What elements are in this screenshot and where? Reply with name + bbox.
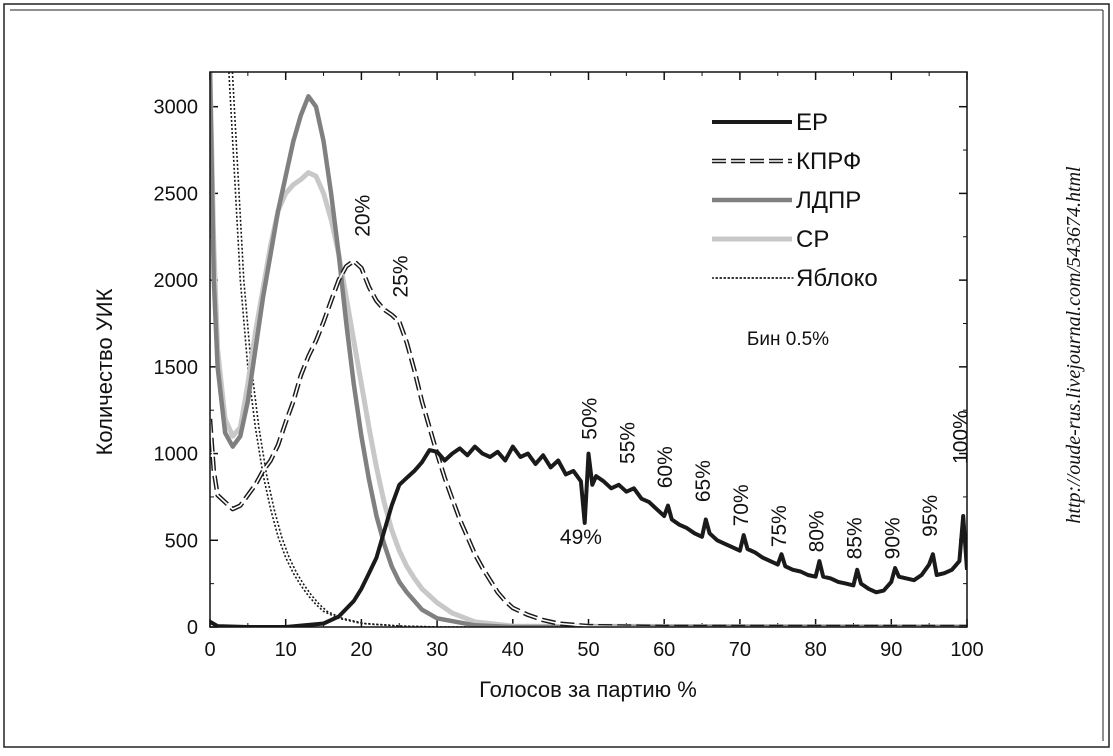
series-group <box>210 72 967 627</box>
x-axis-label: Голосов за партию % <box>479 677 697 702</box>
bin-note: Бин 0.5% <box>747 329 829 350</box>
annotation-label: 70% <box>730 484 753 526</box>
annotation-label: 20% <box>351 195 374 237</box>
annotation-label: 85% <box>843 517 866 559</box>
series-1-line-inner <box>210 260 967 627</box>
legend-label: ЕР <box>796 109 828 136</box>
x-tick-label: 80 <box>804 639 826 661</box>
x-tick-label: 20 <box>350 639 372 661</box>
annotation-label: 80% <box>806 510 829 552</box>
legend-label: ЛДПР <box>796 187 861 214</box>
y-tick-label: 1500 <box>154 357 199 379</box>
annotation-label: 50% <box>579 398 602 440</box>
x-tick-label: 60 <box>653 639 675 661</box>
y-tick-label: 2500 <box>154 183 199 205</box>
legend-label: Яблоко <box>796 265 878 292</box>
x-tick-label: 10 <box>275 639 297 661</box>
y-axis-label: Количество УИК <box>92 288 117 455</box>
series-party-3 <box>210 72 967 627</box>
legend-label: СР <box>796 226 829 253</box>
annotation-label: 65% <box>692 460 715 502</box>
legend-entry: ЕР <box>712 109 828 136</box>
annotation-label: 95% <box>919 495 942 537</box>
x-tick-label: 40 <box>502 639 524 661</box>
series-party-4 <box>228 72 967 627</box>
legend-entry: ЛДПР <box>712 187 861 214</box>
legend-entry: КПРФ <box>712 148 861 175</box>
y-tick-label: 500 <box>165 530 198 552</box>
series-party-1 <box>210 258 967 627</box>
y-tick-label: 3000 <box>154 97 199 119</box>
y-tick-label: 0 <box>187 617 198 639</box>
annotation-label: 75% <box>768 505 791 547</box>
legend-entry: СР <box>712 226 829 253</box>
x-tick-label: 50 <box>577 639 599 661</box>
series-4-line-b <box>231 72 967 627</box>
annotation-label: 90% <box>881 517 904 559</box>
y-tick-label: 1000 <box>154 444 199 466</box>
legend-label: КПРФ <box>796 148 861 175</box>
annotation-label: 100% <box>949 410 972 464</box>
x-tick-label: 90 <box>880 639 902 661</box>
x-tick-label: 30 <box>426 639 448 661</box>
plot-layer: 0 10 20 30 40 50 60 70 80 90 100050010001500200025… <box>154 71 984 661</box>
series-2-line <box>210 72 967 627</box>
y-tick-label: 2000 <box>154 270 199 292</box>
x-tick-label: 70 <box>729 639 751 661</box>
series-0-line <box>210 444 967 627</box>
legend-entry: Яблоко <box>712 265 878 292</box>
annotation-label: 49% <box>560 526 602 549</box>
x-tick-label: 0 <box>204 639 215 661</box>
annotation-label: 60% <box>654 446 677 488</box>
plot-frame <box>209 71 968 628</box>
source-url: http://oude-rus.livejournal.com/543674.h… <box>1063 166 1085 524</box>
annotation-label: 25% <box>389 255 412 297</box>
series-party-2 <box>210 72 967 627</box>
series-3-line <box>210 72 967 627</box>
series-party-0 <box>210 444 967 627</box>
annotation-label: 55% <box>616 422 639 464</box>
x-tick-label: 100 <box>950 639 983 661</box>
